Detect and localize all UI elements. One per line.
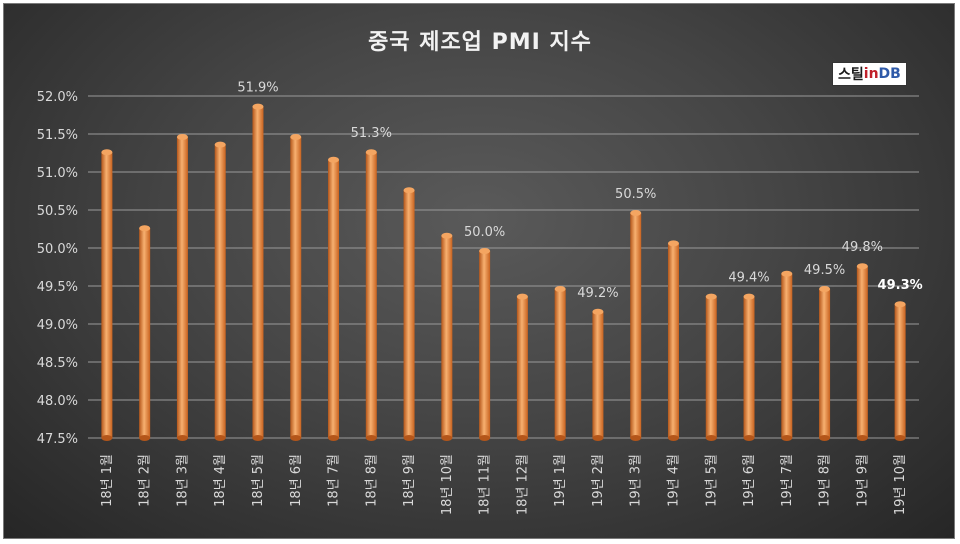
x-tick-label: 19년 2월: [591, 454, 606, 507]
y-tick-label: 50.5%: [37, 204, 78, 219]
x-tick-label: 19년 3월: [629, 454, 644, 507]
x-tick-label: 19년 10월: [893, 454, 908, 515]
bar: [139, 225, 151, 441]
bar: [101, 149, 113, 441]
bar: [819, 286, 831, 441]
data-label: 50.5%: [615, 187, 656, 202]
logo-text-db: DB: [878, 66, 901, 82]
x-tick-label: 18년 4월: [213, 454, 228, 507]
bar: [290, 134, 302, 441]
bar: [214, 141, 226, 441]
y-tick-label: 52.0%: [37, 90, 78, 105]
x-tick-label: 19년 7월: [780, 454, 795, 507]
logo-text-steel: 스틸: [838, 67, 864, 83]
x-tick-label: 19년 9월: [855, 454, 870, 507]
x-tick-label: 19년 1월: [553, 454, 568, 507]
bar: [441, 232, 453, 441]
bar: [592, 308, 604, 441]
y-tick-label: 48.5%: [37, 356, 78, 371]
bar: [479, 248, 491, 441]
x-tick-label: 19년 8월: [818, 454, 833, 507]
x-tick-label: 18년 10월: [440, 454, 455, 515]
bar: [365, 149, 377, 441]
x-tick-label: 18년 1월: [100, 454, 115, 507]
x-tick-label: 18년 3월: [175, 454, 190, 507]
data-label: 49.8%: [842, 240, 883, 255]
bar: [667, 240, 679, 441]
x-tick-label: 19년 5월: [704, 454, 719, 507]
bar: [705, 293, 717, 441]
data-label: 49.5%: [804, 263, 845, 278]
y-tick-label: 47.5%: [37, 432, 78, 447]
bar: [516, 293, 528, 441]
x-tick-label: 18년 6월: [289, 454, 304, 507]
x-tick-label: 18년 12월: [515, 454, 530, 515]
bar: [403, 187, 415, 441]
x-tick-label: 18년 2월: [138, 454, 153, 507]
x-tick-label: 18년 9월: [402, 454, 417, 507]
data-label: 51.3%: [351, 126, 392, 141]
y-tick-label: 51.5%: [37, 128, 78, 143]
x-tick-label: 19년 6월: [742, 454, 757, 507]
steelindb-logo: 스틸 in DB: [832, 62, 907, 86]
x-tick-label: 19년 4월: [666, 454, 681, 507]
x-tick-label: 18년 8월: [364, 454, 379, 507]
y-tick-label: 51.0%: [37, 166, 78, 181]
x-tick-label: 18년 5월: [251, 454, 266, 507]
bar: [554, 286, 566, 441]
x-tick-label: 18년 7월: [327, 454, 342, 507]
bar: [630, 210, 642, 441]
bar: [856, 263, 868, 441]
chart-title: 중국 제조업 PMI 지수: [368, 30, 592, 55]
data-label: 49.3%: [878, 278, 923, 293]
y-tick-label: 49.0%: [37, 318, 78, 333]
bar: [176, 134, 188, 441]
y-tick-label: 48.0%: [37, 394, 78, 409]
bar: [252, 103, 264, 441]
chart-frame: 중국 제조업 PMI 지수 스틸 in DB 47.5% 48.0% 48.5% 49.0…: [3, 3, 955, 539]
bar-chart: 47.5% 48.0% 48.5% 49.0% 49.5% 50.0% 50.5% 51.0%…: [37, 81, 923, 516]
data-label: 51.9%: [237, 81, 278, 96]
y-tick-label: 50.0%: [37, 242, 78, 257]
data-label: 50.0%: [464, 225, 505, 240]
x-tick-label: 18년 11월: [478, 454, 493, 515]
bar: [781, 270, 793, 441]
data-label: 49.2%: [577, 286, 618, 301]
y-tick-label: 49.5%: [37, 280, 78, 295]
bar: [894, 301, 906, 441]
bar: [743, 293, 755, 441]
bar: [328, 156, 340, 441]
logo-text-in: in: [863, 66, 879, 82]
data-label: 49.4%: [728, 271, 769, 286]
